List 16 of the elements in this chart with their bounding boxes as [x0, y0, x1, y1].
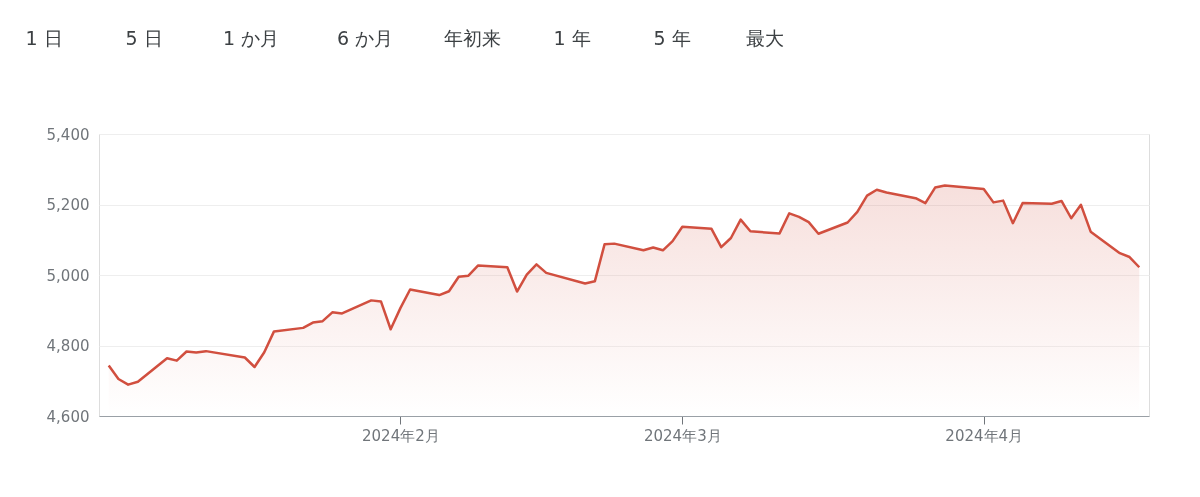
text: 6 か月 — [336, 27, 394, 49]
y-tick-label: 5,000 — [46, 266, 90, 285]
text: 5 日 — [125, 27, 163, 49]
x-tick-label: 2024年2月 — [362, 426, 440, 445]
y-tick-label: 4,600 — [46, 407, 90, 426]
text: 5 年 — [653, 27, 691, 49]
text: 1 日 — [25, 27, 63, 49]
y-tick-label: 5,400 — [46, 125, 90, 144]
y-tick-label: 4,800 — [46, 337, 90, 355]
text: 1 か月 — [222, 27, 280, 49]
x-tick-label: 2024年4月 — [945, 426, 1024, 445]
text: 最大 — [746, 27, 784, 49]
y-tick-label: 5,200 — [46, 196, 90, 214]
text: 年初来 — [443, 27, 501, 49]
x-tick-label: 2024年3月 — [643, 426, 722, 445]
text: 1 年 — [553, 27, 591, 49]
